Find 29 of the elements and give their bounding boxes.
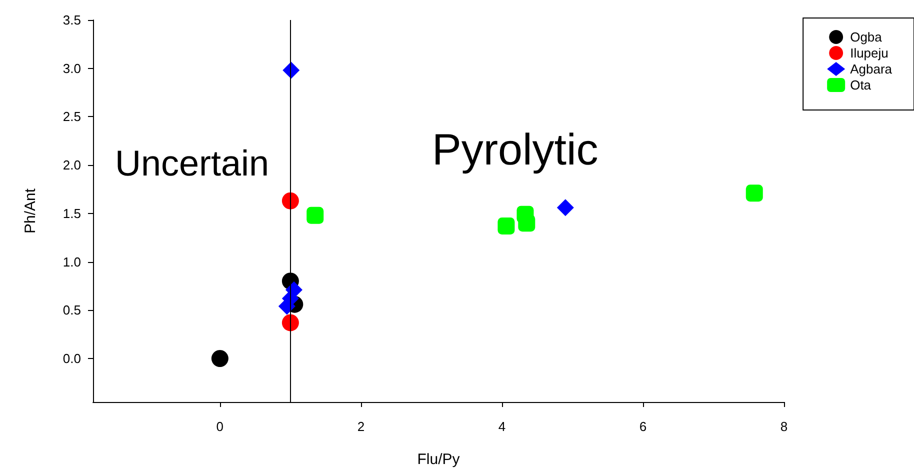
legend-label: Ogba bbox=[850, 30, 883, 44]
point bbox=[556, 199, 574, 216]
x-tick-label: 0 bbox=[216, 419, 224, 434]
annotation: Uncertain bbox=[115, 142, 270, 184]
point bbox=[306, 206, 324, 224]
x-tick-label: 8 bbox=[780, 419, 788, 434]
y-tick-label: 1.0 bbox=[62, 254, 81, 270]
y-tick-label: 0.5 bbox=[62, 302, 81, 318]
x-tick-label: 4 bbox=[498, 419, 506, 434]
point bbox=[211, 350, 228, 367]
y-tick-label: 3.0 bbox=[62, 60, 81, 76]
legend-label: Ota bbox=[850, 78, 872, 92]
y-tick-label: 0.0 bbox=[62, 350, 81, 366]
y-tick-label: 2.5 bbox=[62, 109, 81, 124]
y-tick-label: 1.5 bbox=[62, 206, 81, 221]
x-tick-label: 6 bbox=[639, 419, 647, 434]
legend-label: Agbara bbox=[850, 62, 893, 76]
point bbox=[746, 184, 763, 202]
point bbox=[518, 214, 536, 232]
point bbox=[282, 192, 299, 210]
legend-label: Ilupeju bbox=[850, 46, 888, 60]
point bbox=[282, 314, 299, 332]
point bbox=[498, 217, 515, 234]
annotation: Pyrolytic bbox=[432, 126, 598, 174]
y-axis-title: Ph/Ant bbox=[22, 188, 39, 234]
x-axis-title: Flu/Py bbox=[417, 451, 460, 468]
y-tick-label: 2.0 bbox=[62, 158, 81, 173]
y-tick-label: 3.5 bbox=[62, 12, 81, 28]
x-tick-label: 2 bbox=[357, 419, 365, 434]
